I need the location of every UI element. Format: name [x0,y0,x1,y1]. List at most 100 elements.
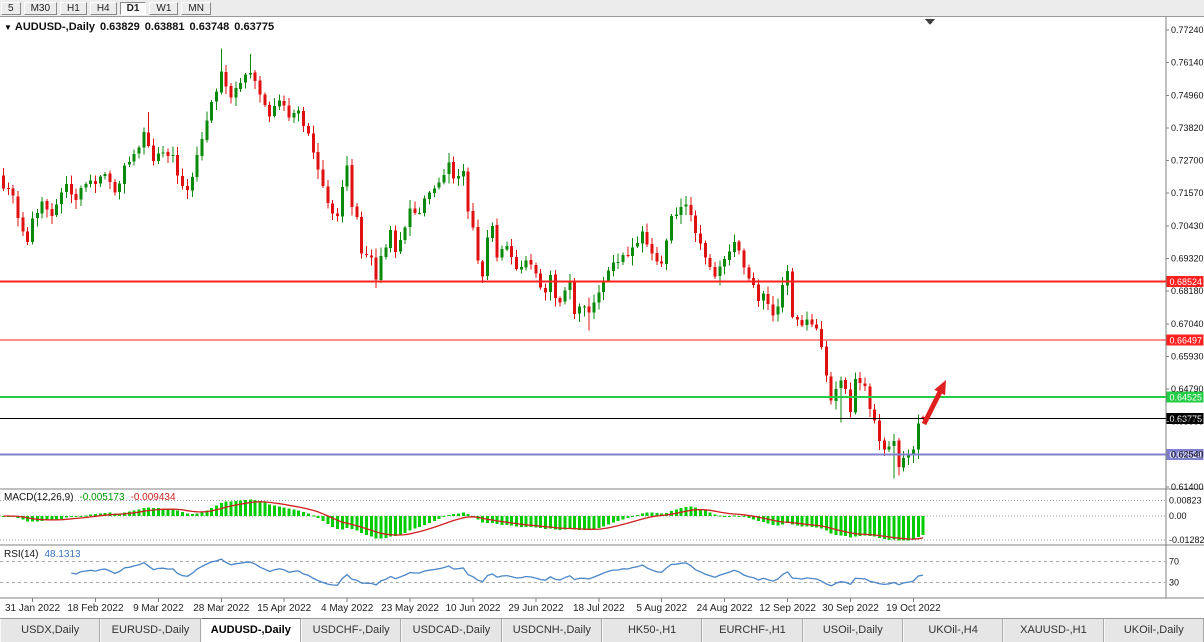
macd-bar [302,511,306,516]
candle-body [587,306,591,313]
candle-body [674,214,678,217]
candle-body [563,290,567,302]
price-axis-label: 0.67040 [1171,319,1204,329]
candle-body [471,211,475,228]
tab-xauusd-h1[interactable]: XAUUSD-,H1 [1003,619,1104,642]
candle-body [69,183,73,195]
tab-usdx-daily[interactable]: USDX,Daily [0,619,101,642]
candle-body [703,242,707,258]
candle-body [790,271,794,317]
macd-signal-line [3,501,924,540]
tab-ukoil-daily[interactable]: UKOil-,Daily [1103,619,1204,642]
price-axis-label: 0.64790 [1171,384,1204,394]
macd-bar [26,516,30,522]
macd-bar [316,516,320,519]
macd-bar [916,516,920,538]
candle-body [534,265,538,274]
macd-bar [282,507,286,516]
candle-body [626,255,630,257]
macd-bar [369,516,373,537]
candle-body [350,165,354,208]
candle-body [268,105,272,117]
candle-body [771,304,775,316]
candle-body [190,176,194,191]
macd-bar [74,516,78,517]
timeframe-button-m30[interactable]: M30 [23,1,58,15]
macd-bar [757,516,761,522]
candle-body [892,440,896,446]
macd-bar [878,516,882,538]
candle-body [403,227,407,240]
timeframe-button-h1[interactable]: H1 [60,1,87,15]
macd-bar [728,516,731,517]
chart-canvas[interactable]: 0.68524 0.66497 0.64525 0.63775 0.62524 0.772… [0,17,1204,618]
macd-bar [398,516,402,535]
candle-body [181,175,185,187]
macd-bar [181,512,185,516]
date-label: 4 May 2022 [321,603,374,614]
candle-body [636,243,640,247]
macd-bar [640,513,644,516]
candle-body [757,284,761,301]
macd-bar [456,513,460,516]
macd-bar [597,516,601,529]
candle-body [297,110,301,114]
price-axis-label: 0.73820 [1171,123,1204,133]
candle-body [728,251,731,260]
timeframe-button-5[interactable]: 5 [1,1,21,15]
price-badge-support-purple [1166,449,1204,461]
up-arrow-annotation[interactable] [921,380,946,426]
macd-bar [505,516,509,525]
candle-body [592,302,596,313]
candle-body [645,232,649,245]
macd-bar [781,516,785,525]
timeframe-button-mn[interactable]: MN [181,1,211,15]
price-axis-label: 0.68180 [1171,286,1204,296]
candle-body [911,449,915,455]
candle-body [849,389,852,412]
candle-body [185,185,189,190]
candle-body [819,328,823,348]
candle-body [689,204,693,216]
candle-body [824,346,828,376]
macd-bar [195,513,199,516]
tab-ukoil-h4[interactable]: UKOil-,H4 [902,619,1004,642]
candle-body [127,162,131,165]
macd-bar [214,505,218,516]
macd-bar [718,515,722,517]
macd-bar [510,516,514,526]
tab-hk50-h1[interactable]: HK50-,H1 [601,619,703,642]
tab-usdcad-daily[interactable]: USDCAD-,Daily [401,619,502,642]
macd-bar [703,510,707,516]
macd-bar [747,516,751,518]
chart-area[interactable]: 0.68524 0.66497 0.64525 0.63775 0.62524 0.772… [0,17,1204,618]
tab-audusd-daily[interactable]: AUDUSD-,Daily [200,618,301,642]
timeframe-button-w1[interactable]: W1 [149,1,179,15]
candle-body [761,293,765,301]
price-badge-label: 0.64525 [1170,392,1203,402]
macd-bar [795,516,799,526]
candle-body [282,101,286,106]
tab-usdcnh-daily[interactable]: USDCNH-,Daily [501,619,602,642]
macd-bar [534,516,538,528]
chart-shift-marker-icon[interactable] [925,19,935,25]
candle-body [60,192,64,205]
candle-body [302,111,306,127]
tab-usoil-daily[interactable]: USOil-,Daily [802,619,903,642]
date-label: 9 Mar 2022 [133,603,184,614]
candle-body [447,162,451,175]
candle-body [766,294,770,304]
tab-eurchf-h1[interactable]: EURCHF-,H1 [702,619,803,642]
tab-usdchf-daily[interactable]: USDCHF-,Daily [300,619,402,642]
macd-bar [335,516,339,530]
price-axis-label: 0.72700 [1171,156,1204,166]
timeframe-button-d1[interactable]: D1 [119,1,147,15]
candle-body [500,249,504,258]
timeframe-button-h4[interactable]: H4 [89,1,117,15]
candle-body [607,270,610,281]
tab-eurusd-daily[interactable]: EURUSD-,Daily [100,619,201,642]
candle-body [11,188,15,196]
candle-body [93,180,97,185]
candle-body [200,139,204,156]
candle-body [437,182,441,188]
